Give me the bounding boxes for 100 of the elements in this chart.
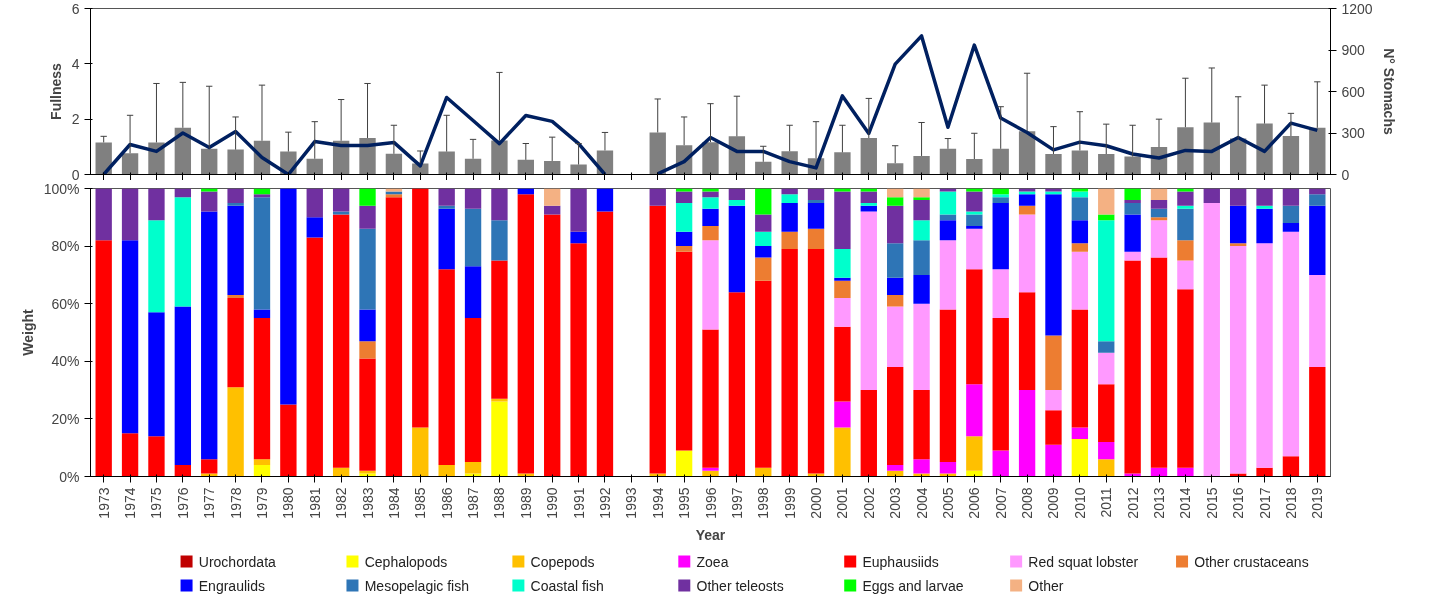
bar: [992, 194, 1009, 198]
bar: [1098, 214, 1115, 221]
bar: [807, 200, 825, 203]
bar: [834, 191, 851, 249]
x-tick-label: 1978: [227, 487, 244, 519]
bar: [1098, 352, 1115, 385]
x-tick-label: 1982: [333, 487, 350, 519]
bar: [913, 390, 930, 460]
bar: [1309, 194, 1326, 206]
x-tick-label: 1981: [306, 487, 323, 519]
bar: [253, 197, 271, 310]
bar: [1177, 289, 1194, 468]
bar: [253, 318, 271, 460]
y-tick-label: 6: [71, 0, 80, 17]
bar: [1098, 220, 1115, 342]
bar: [570, 188, 587, 232]
y2-tick-label: 0: [1341, 166, 1350, 183]
bar: [148, 312, 165, 437]
bar: [887, 464, 904, 471]
bar: [1018, 390, 1036, 477]
x-tick-label: 2013: [1151, 487, 1168, 519]
y2-tick-label: 600: [1341, 83, 1366, 100]
bar: [702, 197, 719, 209]
bar: [939, 220, 957, 241]
bar: [913, 240, 930, 275]
legend-label: Urochordata: [198, 553, 277, 570]
bar: [227, 387, 244, 477]
bar: [702, 225, 719, 241]
bar: [174, 306, 192, 465]
bar: [781, 248, 798, 477]
bar: [438, 208, 455, 270]
bar: [464, 318, 482, 463]
bar: [1124, 214, 1141, 252]
legend-label: Mesopelagic fish: [364, 577, 469, 594]
bar: [702, 142, 719, 175]
x-tick-label: 2005: [939, 487, 956, 519]
bar: [755, 257, 772, 281]
bar: [227, 149, 244, 175]
bar: [570, 231, 587, 244]
y-tick-label: 40%: [51, 353, 80, 370]
bar: [121, 153, 139, 175]
bar: [1018, 205, 1036, 215]
bar: [992, 269, 1009, 319]
bar: [517, 159, 534, 175]
bar: [860, 211, 877, 391]
bar: [1045, 410, 1062, 445]
bar: [675, 450, 693, 477]
legend-label: Other: [1028, 577, 1064, 594]
bar: [939, 309, 957, 463]
bar: [174, 197, 192, 307]
bar: [570, 164, 587, 175]
x-tick-label: 2018: [1282, 487, 1299, 519]
legend-label: Other crustaceans: [1194, 553, 1309, 570]
bar: [966, 214, 983, 226]
legend-label: Engraulids: [198, 577, 265, 594]
bar: [702, 240, 719, 330]
bar: [887, 306, 904, 368]
x-tick-label: 2012: [1124, 487, 1141, 519]
bar: [1177, 205, 1194, 209]
bar: [464, 208, 482, 267]
bar: [755, 467, 772, 477]
bar: [1256, 205, 1273, 209]
bar: [1256, 243, 1273, 468]
bar: [702, 467, 719, 471]
bar: [544, 160, 561, 175]
bar: [834, 427, 851, 477]
bar: [1150, 208, 1168, 218]
bar: [280, 188, 297, 405]
x-tick-label: 2007: [992, 487, 1009, 519]
bar: [1177, 260, 1194, 290]
bar: [95, 142, 112, 175]
bar: [1124, 200, 1141, 203]
bar: [1071, 191, 1089, 198]
bar: [834, 152, 851, 175]
bar: [412, 188, 429, 428]
bar: [491, 140, 508, 175]
bar: [464, 266, 482, 319]
x-tick-label: 1992: [596, 487, 613, 519]
bar: [438, 188, 455, 206]
bar: [755, 188, 772, 215]
x-tick-label: 1984: [385, 487, 402, 519]
bar: [1098, 384, 1115, 442]
bar: [755, 214, 772, 232]
bar: [1282, 188, 1300, 206]
bar: [781, 231, 798, 249]
bar: [464, 188, 482, 209]
bar: [781, 194, 798, 203]
bar: [1229, 205, 1247, 244]
bar: [649, 132, 666, 175]
bar: [1045, 194, 1062, 336]
x-tick-label: 1977: [201, 487, 218, 519]
x-tick-label: 1989: [517, 487, 534, 519]
bar: [1177, 240, 1194, 261]
bar: [1045, 444, 1062, 477]
bar: [807, 228, 825, 249]
x-tick-label: 1993: [623, 487, 640, 519]
bar: [834, 277, 851, 281]
bar: [1229, 246, 1247, 474]
bar: [227, 188, 244, 203]
y-tick-label: 20%: [51, 410, 80, 427]
